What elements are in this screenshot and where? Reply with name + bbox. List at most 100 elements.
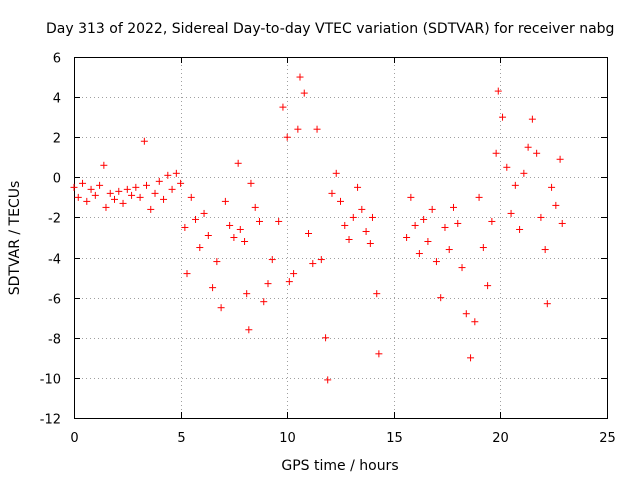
data-point: [106, 189, 114, 197]
data-point: [375, 350, 383, 358]
data-point: [279, 103, 287, 111]
data-point: [484, 282, 492, 290]
plot-frame: [74, 57, 608, 419]
data-point: [74, 193, 82, 201]
data-point: [264, 280, 272, 288]
data-point: [537, 213, 545, 221]
data-point: [164, 171, 172, 179]
data-point: [136, 193, 144, 201]
y-tick-label: 2: [53, 132, 61, 147]
data-point: [283, 133, 291, 141]
data-point: [119, 199, 127, 207]
data-point: [424, 238, 432, 246]
data-point: [294, 125, 302, 133]
data-point: [260, 298, 268, 306]
data-point: [354, 183, 362, 191]
data-point: [192, 215, 200, 223]
data-point: [160, 195, 168, 203]
data-point: [87, 185, 95, 193]
data-point: [209, 284, 217, 292]
data-point: [441, 223, 449, 231]
data-point: [115, 187, 123, 195]
data-point: [123, 185, 131, 193]
data-point: [177, 179, 185, 187]
data-point: [368, 213, 376, 221]
x-tick-label: 20: [492, 431, 509, 446]
data-point: [511, 181, 519, 189]
data-point: [516, 225, 524, 233]
data-point: [366, 240, 374, 248]
data-point: [358, 205, 366, 213]
data-point: [183, 270, 191, 278]
data-point: [462, 310, 470, 318]
data-point: [437, 294, 445, 302]
x-tick-label: 10: [279, 431, 296, 446]
data-point: [322, 334, 330, 342]
data-point: [234, 159, 242, 167]
data-point: [128, 191, 136, 199]
data-point: [100, 161, 108, 169]
data-point: [317, 256, 325, 264]
data-point: [102, 203, 110, 211]
data-point: [290, 270, 298, 278]
data-point: [296, 73, 304, 81]
data-point: [341, 221, 349, 229]
data-point: [552, 201, 560, 209]
data-point: [251, 203, 259, 211]
data-point: [96, 181, 104, 189]
y-tick-label: 0: [53, 172, 61, 187]
data-point: [556, 155, 564, 163]
x-tick-label: 15: [386, 431, 403, 446]
data-point: [494, 87, 502, 95]
data-point: [541, 246, 549, 254]
data-point: [507, 209, 515, 217]
data-point: [305, 229, 313, 237]
data-point: [420, 215, 428, 223]
data-point: [471, 318, 479, 326]
data-point: [458, 264, 466, 272]
data-point: [243, 290, 251, 298]
data-point: [543, 300, 551, 308]
x-tick-label: 0: [70, 431, 78, 446]
data-point: [91, 191, 99, 199]
data-point: [241, 238, 249, 246]
y-tick-label: -6: [48, 293, 61, 308]
chart-title: Day 313 of 2022, Sidereal Day-to-day VTE…: [46, 21, 614, 37]
data-point: [132, 183, 140, 191]
data-point: [155, 177, 163, 185]
data-point: [142, 181, 150, 189]
data-point: [445, 246, 453, 254]
data-point: [172, 169, 180, 177]
data-point: [432, 258, 440, 266]
data-point: [200, 209, 208, 217]
data-point: [196, 244, 204, 252]
data-point: [230, 234, 238, 241]
data-point: [247, 179, 255, 187]
data-point: [313, 125, 321, 133]
data-point: [475, 193, 483, 201]
data-point: [226, 221, 234, 229]
data-point: [349, 213, 357, 221]
data-point: [499, 113, 507, 121]
x-axis-title: GPS time / hours: [281, 458, 398, 474]
data-point: [345, 236, 353, 244]
data-point: [524, 143, 532, 151]
data-point: [328, 189, 336, 197]
data-point: [467, 354, 475, 362]
data-point: [236, 225, 244, 233]
data-point: [309, 260, 317, 268]
data-point: [275, 217, 283, 225]
data-point: [83, 197, 91, 205]
data-point: [503, 163, 511, 171]
data-point: [204, 231, 212, 239]
data-point: [415, 250, 423, 258]
data-point: [151, 189, 159, 197]
data-point: [548, 183, 556, 191]
data-point: [362, 227, 370, 235]
data-points: [70, 73, 566, 384]
data-point: [70, 183, 78, 191]
data-point: [533, 149, 541, 157]
data-point: [528, 115, 536, 123]
